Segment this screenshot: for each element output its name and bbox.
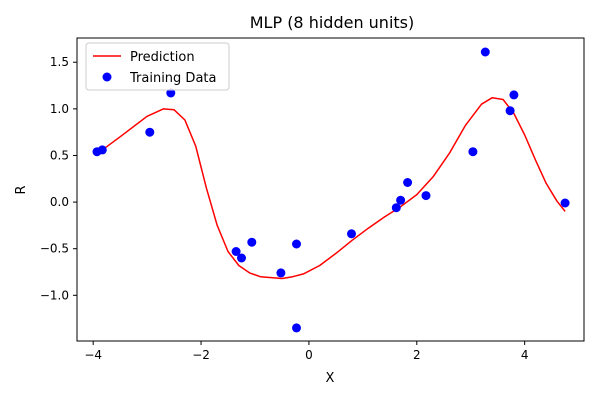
training-data-point [480, 47, 490, 57]
y-tick-label: 1.0 [50, 102, 69, 116]
training-data-point [292, 239, 301, 249]
x-axis: −4 −2 0 2 4 [84, 341, 528, 362]
x-axis-label: X [326, 371, 335, 386]
training-data-point [247, 237, 257, 247]
plot-layer [92, 47, 570, 333]
legend-box [85, 42, 230, 91]
training-data-point [145, 127, 155, 137]
y-tick-label: 1.5 [50, 55, 69, 69]
training-data-point [391, 203, 401, 213]
training-data-point [347, 229, 356, 239]
y-axis: −1.0 −0.5 0.0 0.5 1.0 1.5 [40, 55, 77, 302]
training-data-point [166, 88, 176, 98]
training-data-point [468, 147, 478, 157]
training-data-point [231, 247, 241, 256]
x-tick-label: −2 [192, 348, 210, 362]
y-tick-label: −1.0 [40, 288, 69, 302]
training-data-point [421, 191, 431, 201]
training-data-point [97, 145, 107, 155]
y-axis-label: R [14, 185, 29, 194]
training-data-point [396, 195, 406, 205]
prediction-line [98, 96, 566, 280]
training-data-point [560, 198, 570, 208]
y-tick-label: 0.0 [50, 195, 69, 209]
legend-label-prediction: Prediction [130, 50, 195, 65]
chart-title: MLP (8 hidden units) [250, 13, 415, 32]
legend-marker-swatch [102, 72, 112, 82]
plot-frame [76, 37, 585, 342]
y-tick-label: −0.5 [40, 242, 69, 256]
legend-label-training-data: Training Data [129, 71, 216, 86]
training-data-point [505, 106, 515, 116]
x-tick-label: −4 [84, 348, 102, 362]
legend: Prediction Training Data [85, 42, 230, 91]
training-data-point [276, 268, 286, 278]
training-data-point [292, 323, 301, 333]
y-tick-label: 0.5 [50, 148, 69, 162]
x-tick-label: 2 [413, 348, 421, 362]
x-tick-label: 4 [521, 348, 529, 362]
training-data-point [509, 90, 519, 100]
training-data-point [403, 178, 413, 187]
x-tick-label: 0 [305, 348, 313, 362]
training-data-point [237, 253, 246, 263]
